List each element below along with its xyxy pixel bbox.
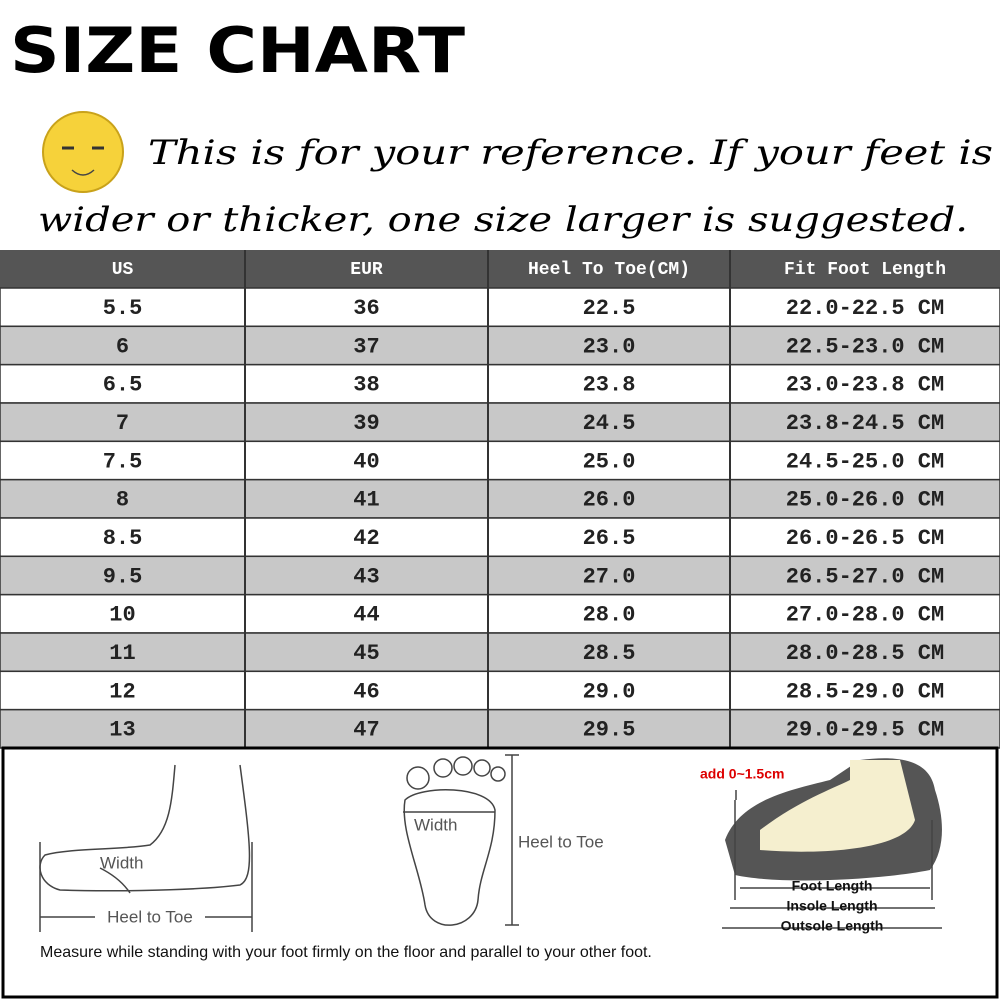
sole-foot [403, 754, 519, 926]
cell: 23.0 [583, 334, 636, 359]
cell: 23.8 [583, 373, 636, 398]
cell: 39 [353, 411, 379, 436]
cell: 13 [109, 718, 135, 743]
cell: 38 [353, 373, 379, 398]
label: Insole Length [787, 898, 878, 914]
cell: 36 [353, 296, 379, 321]
cell: 26.0 [583, 488, 636, 513]
cell: 7.5 [103, 449, 143, 474]
cell: 25.0 [583, 449, 636, 474]
cell: 46 [353, 679, 379, 704]
cell: 37 [353, 334, 379, 359]
cell: 23.0-23.8 CM [786, 373, 944, 398]
header-row [0, 250, 1000, 288]
label: Width [100, 853, 143, 872]
cell: 45 [353, 641, 379, 666]
note: This is for your reference. If your feet… [148, 133, 993, 173]
cell: 22.5 [583, 296, 636, 321]
label: Heel to Toe [518, 832, 604, 851]
cell: 29.0-29.5 CM [786, 718, 944, 743]
cell: 24.5 [583, 411, 636, 436]
smiley [42, 111, 124, 193]
note: wider or thicker, one size larger is sug… [38, 200, 968, 240]
cell: 28.0 [583, 603, 636, 628]
cell: 29.0 [583, 679, 636, 704]
title: SIZE CHART [10, 14, 465, 87]
cell: 42 [353, 526, 379, 551]
cell: 6 [116, 334, 129, 359]
cell: 28.5-29.0 CM [786, 679, 944, 704]
label: Foot Length [792, 878, 873, 894]
caption: Measure while standing with your foot fi… [40, 944, 652, 961]
label: Heel to Toe [107, 907, 193, 926]
cell: 44 [353, 603, 379, 628]
column-header: EUR [350, 260, 383, 280]
cell: 29.5 [583, 718, 636, 743]
cell: 28.5 [583, 641, 636, 666]
cell: 40 [353, 449, 379, 474]
cell: 6.5 [103, 373, 143, 398]
cell: 24.5-25.0 CM [786, 449, 944, 474]
cell: 26.0-26.5 CM [786, 526, 944, 551]
label: Outsole Length [781, 918, 884, 934]
column-header: Heel To Toe(CM) [528, 260, 690, 280]
label: Width [414, 815, 457, 834]
cell: 41 [353, 488, 379, 513]
figure-box [1, 746, 999, 999]
cell: 8 [116, 488, 129, 513]
table-row [0, 517, 1000, 558]
column-header: US [112, 260, 134, 280]
cell: 22.5-23.0 CM [786, 334, 944, 359]
cell: 47 [353, 718, 379, 743]
cell: 11 [109, 641, 135, 666]
table-row [0, 670, 1000, 711]
cell: 43 [353, 564, 379, 589]
shoe [722, 758, 942, 929]
side-foot [39, 764, 253, 932]
cell: 12 [109, 679, 135, 704]
column-header: Fit Foot Length [784, 260, 946, 280]
cell: 27.0 [583, 564, 636, 589]
cell: 9.5 [103, 564, 143, 589]
cell: 26.5 [583, 526, 636, 551]
cell: 8.5 [103, 526, 143, 551]
cell: 23.8-24.5 CM [786, 411, 944, 436]
table-row [0, 287, 1000, 328]
cell: 27.0-28.0 CM [786, 603, 944, 628]
size-table: US EUR Heel To Toe(CM) Fit Foot Length 5.5 36… [0, 250, 1000, 749]
cell: 26.5-27.0 CM [786, 564, 944, 589]
label: add 0~1.5cm [700, 766, 784, 782]
cell: 22.0-22.5 CM [786, 296, 944, 321]
table-row [0, 555, 1000, 596]
table-row [0, 593, 1000, 634]
cell: 28.0-28.5 CM [786, 641, 944, 666]
cell: 25.0-26.0 CM [786, 488, 944, 513]
cell: 7 [116, 411, 129, 436]
cell: 10 [109, 603, 135, 628]
table-row [0, 632, 1000, 673]
cell: 5.5 [103, 296, 143, 321]
